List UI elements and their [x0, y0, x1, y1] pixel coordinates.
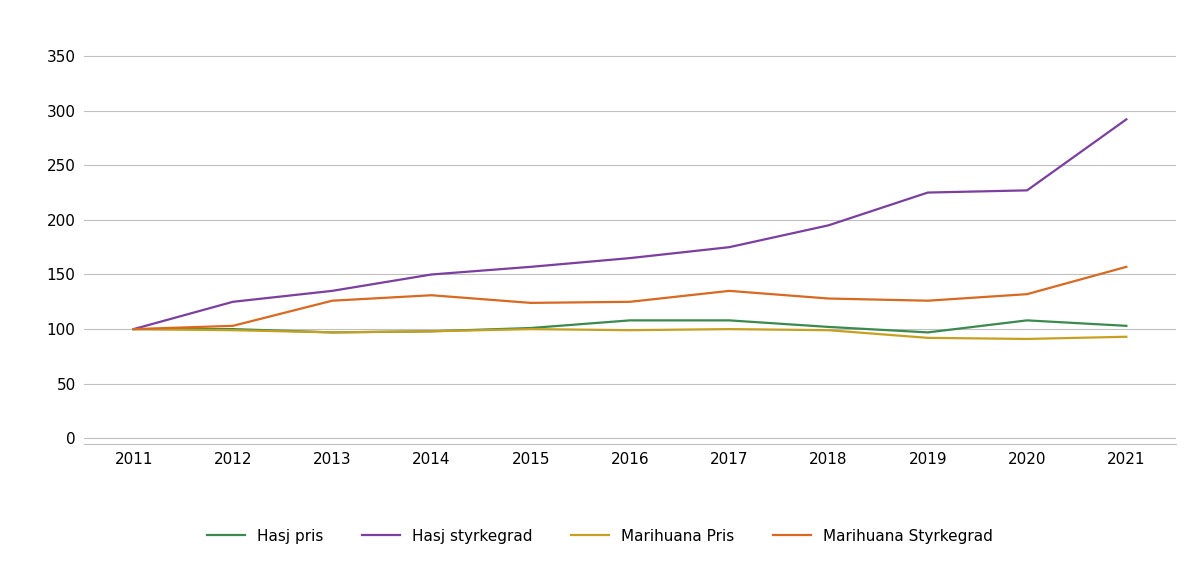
Hasj pris [722, 317, 737, 324]
Marihuana Pris [1120, 333, 1134, 340]
Hasj styrkegrad [821, 222, 835, 229]
Hasj styrkegrad [623, 255, 637, 262]
Line: Hasj pris: Hasj pris [133, 320, 1127, 332]
Hasj styrkegrad [722, 244, 737, 250]
Hasj styrkegrad [126, 325, 140, 332]
Marihuana Styrkegrad [226, 323, 240, 329]
Line: Marihuana Styrkegrad: Marihuana Styrkegrad [133, 267, 1127, 329]
Marihuana Styrkegrad [722, 287, 737, 294]
Marihuana Styrkegrad [821, 295, 835, 302]
Marihuana Styrkegrad [920, 297, 935, 304]
Hasj pris [226, 325, 240, 332]
Marihuana Styrkegrad [425, 292, 439, 299]
Legend: Hasj pris, Hasj styrkegrad, Marihuana Pris, Marihuana Styrkegrad: Hasj pris, Hasj styrkegrad, Marihuana Pr… [200, 523, 1000, 550]
Hasj styrkegrad [1020, 187, 1034, 194]
Marihuana Pris [1020, 336, 1034, 343]
Marihuana Pris [722, 325, 737, 332]
Marihuana Pris [126, 325, 140, 332]
Line: Marihuana Pris: Marihuana Pris [133, 329, 1127, 339]
Marihuana Styrkegrad [1120, 263, 1134, 270]
Hasj styrkegrad [425, 271, 439, 278]
Marihuana Pris [523, 325, 538, 332]
Marihuana Styrkegrad [523, 299, 538, 306]
Hasj styrkegrad [1120, 116, 1134, 123]
Marihuana Styrkegrad [1020, 291, 1034, 298]
Hasj pris [126, 325, 140, 332]
Marihuana Pris [425, 328, 439, 335]
Marihuana Pris [920, 335, 935, 341]
Marihuana Styrkegrad [126, 325, 140, 332]
Hasj styrkegrad [920, 189, 935, 196]
Hasj pris [821, 324, 835, 331]
Hasj styrkegrad [325, 287, 340, 294]
Hasj pris [623, 317, 637, 324]
Marihuana Styrkegrad [325, 297, 340, 304]
Hasj pris [523, 324, 538, 331]
Marihuana Pris [623, 327, 637, 333]
Hasj pris [920, 329, 935, 336]
Hasj styrkegrad [226, 298, 240, 305]
Marihuana Styrkegrad [623, 298, 637, 305]
Hasj pris [1120, 323, 1134, 329]
Hasj styrkegrad [523, 263, 538, 270]
Hasj pris [1020, 317, 1034, 324]
Hasj pris [325, 329, 340, 336]
Marihuana Pris [226, 327, 240, 333]
Line: Hasj styrkegrad: Hasj styrkegrad [133, 119, 1127, 329]
Marihuana Pris [821, 327, 835, 333]
Marihuana Pris [325, 329, 340, 336]
Hasj pris [425, 328, 439, 335]
